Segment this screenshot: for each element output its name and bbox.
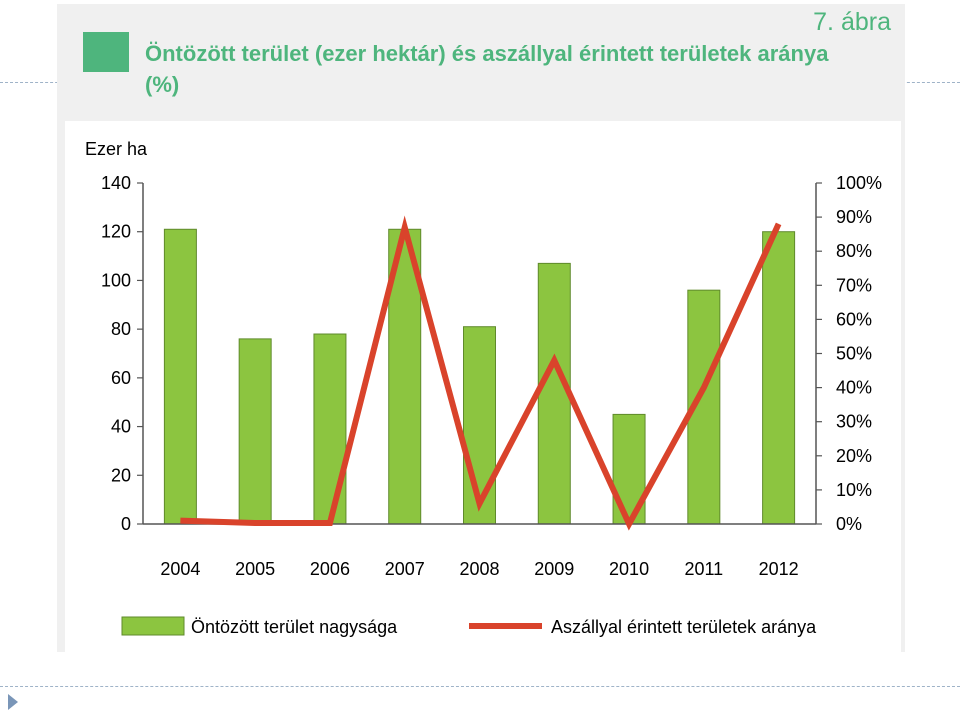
title-square-icon <box>83 32 129 72</box>
x-tick-label: 2004 <box>160 559 200 579</box>
right-axis-tick-label: 50% <box>836 344 872 364</box>
right-axis-tick-label: 0% <box>836 514 862 534</box>
right-axis-tick-label: 80% <box>836 241 872 261</box>
x-tick-label: 2011 <box>684 559 723 579</box>
x-tick-label: 2008 <box>459 559 499 579</box>
left-axis-tick-label: 40 <box>111 417 131 437</box>
legend-line-label: Aszállyal érintett területek aránya <box>551 617 817 637</box>
left-axis-tick-label: 60 <box>111 368 131 388</box>
chart-area: Ezer ha 0 20 40 60 80 100 120 140 0% 10% 20% 30% 40% 5… <box>65 121 901 652</box>
x-tick-label: 2009 <box>534 559 574 579</box>
legend-bar-swatch <box>121 616 185 636</box>
left-axis-tick-label: 100 <box>101 270 131 290</box>
bullet-arrow-icon <box>8 694 18 710</box>
bar-2004 <box>163 228 197 525</box>
right-axis-tick-label: 60% <box>836 309 872 329</box>
right-axis-tick-label: 40% <box>836 378 872 398</box>
right-axis-tick-label: 100% <box>836 173 882 193</box>
x-tick-label: 2006 <box>310 559 350 579</box>
right-axis-tick-label: 90% <box>836 207 872 227</box>
y-axis-title: Ezer ha <box>85 139 148 159</box>
right-axis-tick-label: 20% <box>836 446 872 466</box>
x-tick-label: 2010 <box>609 559 649 579</box>
bar-2009 <box>537 262 571 525</box>
left-axis-tick-label: 20 <box>111 465 131 485</box>
left-axis-tick-label: 140 <box>101 173 131 193</box>
legend-bar-label: Öntözött terület nagysága <box>191 617 398 637</box>
bar-2006 <box>313 333 347 525</box>
figure-title: Öntözött terület (ezer hektár) és aszáll… <box>145 41 829 97</box>
x-tick-label: 2012 <box>759 559 799 579</box>
right-axis-tick-label: 10% <box>836 480 872 500</box>
figure-number: 7. ábra <box>813 8 891 36</box>
bottom-dashed-rule <box>0 686 960 687</box>
right-axis-tick-label: 30% <box>836 412 872 432</box>
x-tick-label: 2005 <box>235 559 275 579</box>
bar-2012 <box>762 231 796 525</box>
chart-svg: Ezer ha 0 20 40 60 80 100 120 140 0% 10% 20% 30% 40% 5… <box>85 139 882 637</box>
bar-2005 <box>238 338 272 525</box>
left-axis-tick-label: 0 <box>121 514 131 534</box>
x-tick-label: 2007 <box>385 559 425 579</box>
left-axis-tick-label: 80 <box>111 319 131 339</box>
right-axis-tick-label: 70% <box>836 275 872 295</box>
left-axis-tick-label: 120 <box>101 222 131 242</box>
